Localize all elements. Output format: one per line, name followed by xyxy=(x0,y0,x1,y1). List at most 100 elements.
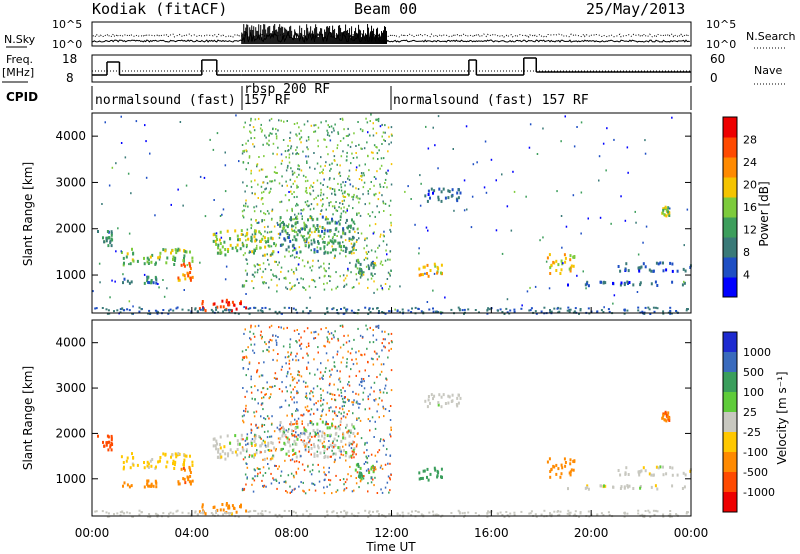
power-cell xyxy=(576,126,578,128)
velocity-cell xyxy=(382,405,384,408)
power-cell xyxy=(347,127,349,130)
velocity-cell xyxy=(244,410,247,413)
power-cell xyxy=(580,191,583,194)
power-cell xyxy=(237,238,239,242)
velocity-cell xyxy=(683,485,686,489)
velocity-cell xyxy=(568,512,571,515)
power-cell xyxy=(309,234,311,236)
power-cell xyxy=(278,223,280,226)
velocity-cell xyxy=(189,474,192,478)
velocity-cell xyxy=(587,487,590,491)
power-cell xyxy=(345,159,348,162)
power-cell xyxy=(486,312,489,315)
power-cell xyxy=(328,267,330,270)
velocity-cell xyxy=(246,476,248,479)
velocity-cell xyxy=(340,450,342,453)
power-cell xyxy=(342,150,344,153)
power-cell xyxy=(386,186,388,189)
power-cell xyxy=(189,267,192,271)
power-cell xyxy=(327,218,329,221)
power-cell xyxy=(367,131,369,134)
velocity-cell xyxy=(244,456,246,459)
power-cell xyxy=(310,216,313,220)
velocity-cell xyxy=(689,469,692,473)
power-cell xyxy=(347,177,349,180)
power-cell xyxy=(358,164,361,167)
power-cell xyxy=(259,309,262,312)
velocity-cell xyxy=(390,435,392,438)
velocity-cell xyxy=(241,489,244,492)
velocity-cell xyxy=(212,444,215,448)
power-cell xyxy=(293,248,295,251)
power-cell xyxy=(259,246,262,250)
velocity-cell xyxy=(202,512,205,515)
power-cell xyxy=(294,222,297,226)
velocity-cell xyxy=(254,325,257,328)
velocity-cell xyxy=(306,327,309,330)
velocity-cell xyxy=(246,477,248,480)
velocity-cell xyxy=(304,385,307,388)
power-cell xyxy=(174,256,177,260)
velocity-cell xyxy=(172,459,175,463)
power-cell xyxy=(335,271,337,274)
velocity-cell xyxy=(305,381,307,384)
velocity-cell xyxy=(216,455,219,459)
power-cell xyxy=(254,306,257,309)
power-cell xyxy=(342,228,344,231)
power-cell xyxy=(286,166,289,169)
velocity-cell xyxy=(619,487,622,490)
velocity-cell xyxy=(288,428,290,431)
power-cell xyxy=(540,310,543,313)
power-cell xyxy=(300,209,302,212)
velocity-cell xyxy=(326,402,328,405)
velocity-cell xyxy=(369,341,371,344)
velocity-cell xyxy=(271,415,273,418)
velocity-cell xyxy=(364,443,366,446)
power-cell xyxy=(652,306,655,309)
power-cell xyxy=(162,279,164,281)
velocity-cell xyxy=(244,439,247,442)
power-cell xyxy=(349,261,351,264)
velocity-cell xyxy=(366,449,368,452)
power-cell xyxy=(381,194,383,197)
velocity-cell xyxy=(359,475,361,479)
power-cell xyxy=(146,256,149,260)
velocity-cell xyxy=(322,389,324,392)
power-cell xyxy=(380,260,383,263)
power-cell xyxy=(168,309,170,312)
power-cell xyxy=(215,235,218,238)
velocity-cell xyxy=(307,361,310,364)
power-cell xyxy=(432,191,434,195)
power-cell xyxy=(639,281,642,285)
velocity-cell xyxy=(183,468,186,472)
velocity-cell xyxy=(505,511,508,513)
velocity-cell xyxy=(293,423,296,425)
power-cell xyxy=(647,306,650,309)
velocity-cell xyxy=(294,487,296,490)
power-cell xyxy=(634,210,636,213)
power-cell xyxy=(196,310,199,313)
velocity-cell xyxy=(365,324,367,327)
velocity-cell xyxy=(640,469,643,473)
power-cell xyxy=(336,235,338,237)
velocity-cell xyxy=(265,485,267,488)
velocity-cell xyxy=(242,387,244,389)
power-cell xyxy=(212,148,215,151)
power-cell xyxy=(215,306,217,309)
power-cell xyxy=(311,185,314,188)
velocity-cell xyxy=(294,451,297,455)
power-cell xyxy=(274,260,276,263)
power-cell xyxy=(305,237,308,241)
power-cell xyxy=(250,237,253,241)
velocity-cell xyxy=(600,484,603,488)
power-cell xyxy=(122,256,125,260)
power-cell xyxy=(343,128,345,131)
power-cell xyxy=(603,306,605,309)
velocity-cell xyxy=(379,373,381,376)
power-cell xyxy=(356,267,359,270)
power-cell xyxy=(655,261,658,265)
power-cell xyxy=(338,222,341,226)
power-cell xyxy=(303,235,306,238)
power-cell xyxy=(312,224,315,228)
power-cell xyxy=(132,252,135,256)
